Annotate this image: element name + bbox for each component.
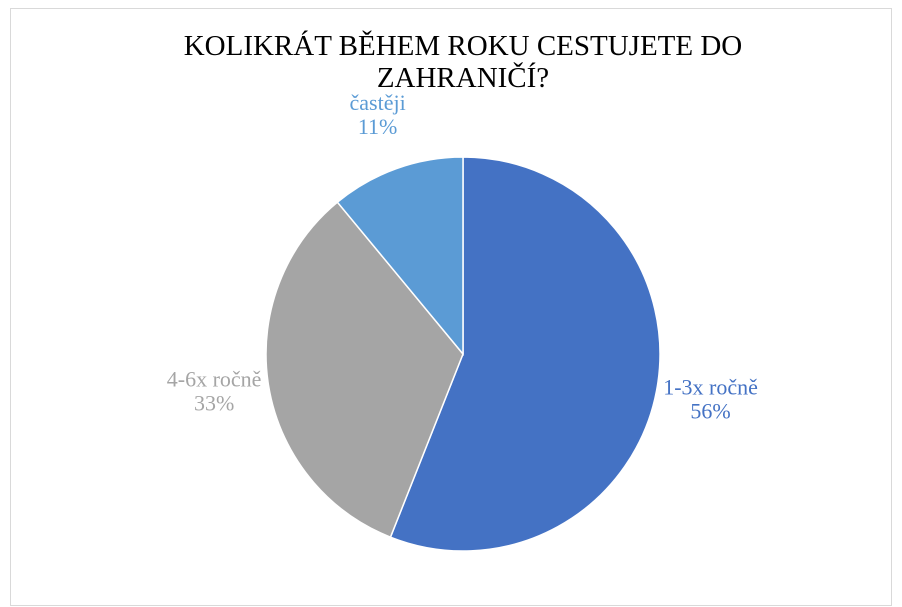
pie-slice: [265, 201, 464, 539]
pie-slice: [389, 156, 661, 552]
chart-title: KOLIKRÁT BĚHEM ROKU CESTUJETE DO ZAHRANI…: [183, 30, 743, 94]
value-label: 33%: [194, 390, 234, 415]
value-label: 11%: [358, 114, 398, 139]
chart-border: [10, 8, 892, 606]
slice-label: 4-6x ročně: [167, 366, 262, 391]
slice-label: častěji: [350, 90, 406, 115]
value-label: 56%: [690, 398, 730, 423]
pie-slice: [336, 156, 464, 357]
slice-label: 1-3x ročně: [663, 374, 758, 399]
